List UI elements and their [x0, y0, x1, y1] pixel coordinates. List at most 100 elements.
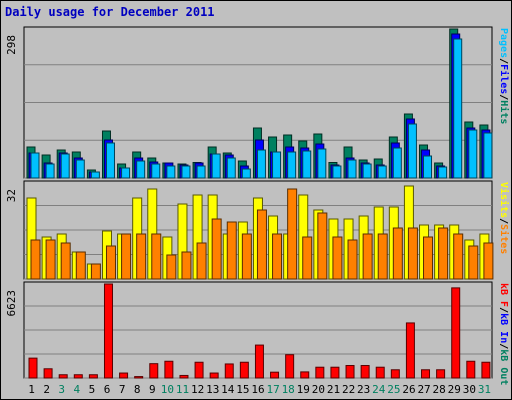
- bar-kb-f-day-7: [119, 372, 129, 379]
- x-tick-label-day-20: 20: [312, 383, 325, 396]
- bar-kb-f-day-28: [436, 369, 446, 379]
- x-tick-label-day-15: 15: [236, 383, 249, 396]
- bar-kb-f-day-24: [375, 366, 385, 379]
- x-tick-label-day-16: 16: [251, 383, 264, 396]
- bar-pages-day-28: [438, 166, 448, 179]
- bar-sites-day-21: [332, 236, 343, 280]
- bar-pages-day-8: [136, 160, 146, 179]
- bar-sites-day-31: [483, 242, 494, 280]
- bar-sites-day-30: [468, 245, 479, 280]
- bar-kb-f-day-15: [239, 361, 249, 379]
- bar-kb-f-day-3: [58, 374, 68, 379]
- bar-sites-day-8: [136, 233, 147, 280]
- panel-3-y-max-label: 6623: [5, 290, 18, 317]
- bar-pages-day-2: [45, 163, 55, 179]
- panel-3-legend: kB F/kB In/kB Out: [498, 283, 509, 385]
- x-tick-label-day-23: 23: [357, 383, 370, 396]
- bar-pages-day-11: [181, 165, 191, 179]
- x-tick-label-day-8: 8: [134, 383, 141, 396]
- bar-sites-day-24: [377, 233, 388, 280]
- bar-kb-f-day-22: [345, 365, 355, 379]
- bar-sites-day-6: [105, 245, 116, 280]
- bar-pages-day-27: [423, 155, 433, 179]
- bar-kb-f-day-21: [330, 366, 340, 379]
- legend-part: kB In: [498, 313, 509, 343]
- bar-pages-day-15: [241, 168, 251, 179]
- bar-sites-day-14: [226, 221, 237, 280]
- bar-kb-f-day-23: [360, 365, 370, 379]
- x-tick-label-day-19: 19: [297, 383, 310, 396]
- bar-pages-day-22: [347, 159, 357, 179]
- bar-pages-day-31: [483, 132, 493, 179]
- x-tick-label-day-28: 28: [433, 383, 446, 396]
- bar-kb-f-day-12: [194, 361, 204, 379]
- bar-pages-day-26: [407, 123, 417, 179]
- bar-kb-f-day-4: [73, 374, 83, 379]
- bar-pages-day-16: [256, 149, 266, 179]
- bar-kb-f-day-11: [179, 374, 189, 379]
- bar-pages-day-23: [362, 163, 372, 179]
- bar-kb-f-day-20: [315, 366, 325, 379]
- x-tick-label-day-18: 18: [282, 383, 295, 396]
- bar-kb-f-day-18: [285, 354, 295, 379]
- x-tick-label-day-7: 7: [119, 383, 126, 396]
- x-tick-label-day-2: 2: [43, 383, 50, 396]
- bar-sites-day-7: [121, 233, 132, 280]
- bar-kb-f-day-26: [405, 322, 415, 379]
- bar-pages-day-29: [453, 38, 463, 179]
- x-tick-label-day-5: 5: [89, 383, 96, 396]
- panel-1-legend: Pages/Files/Hits: [498, 28, 510, 124]
- legend-part: Visits: [498, 182, 510, 218]
- bar-pages-day-7: [121, 167, 131, 179]
- x-tick-label-day-31: 31: [478, 383, 491, 396]
- panel-2-legend: Visits/Sites: [498, 182, 510, 254]
- x-tick-label-day-21: 21: [327, 383, 340, 396]
- bar-kb-f-day-30: [466, 360, 476, 379]
- bar-sites-day-12: [196, 242, 207, 280]
- bar-sites-day-28: [438, 227, 449, 280]
- bar-sites-day-16: [256, 209, 267, 280]
- x-tick-label-day-30: 30: [463, 383, 476, 396]
- bar-sites-day-2: [45, 239, 56, 280]
- x-tick-label-day-26: 26: [402, 383, 415, 396]
- x-tick-label-day-1: 1: [28, 383, 35, 396]
- bar-kb-f-day-14: [224, 363, 234, 379]
- panel-1-y-max-label: 298: [5, 35, 18, 55]
- chart-title: Daily usage for December 2011: [5, 5, 215, 19]
- bar-sites-day-3: [60, 242, 71, 280]
- bar-kb-f-day-13: [209, 372, 219, 379]
- bar-kb-f-day-27: [421, 369, 431, 379]
- bar-sites-day-11: [181, 251, 192, 280]
- x-tick-label-day-27: 27: [417, 383, 430, 396]
- bar-kb-f-day-2: [43, 368, 53, 379]
- bar-sites-day-29: [453, 233, 464, 280]
- bar-kb-f-day-10: [164, 360, 174, 379]
- x-tick-label-day-9: 9: [149, 383, 156, 396]
- legend-part: /: [498, 58, 509, 64]
- bar-sites-day-25: [392, 227, 403, 280]
- bar-pages-day-24: [377, 165, 387, 179]
- bar-pages-day-30: [468, 129, 478, 179]
- bar-kb-f-day-17: [270, 371, 280, 379]
- bar-kb-f-day-1: [28, 357, 38, 379]
- bar-kb-f-day-9: [149, 363, 159, 379]
- x-tick-label-day-14: 14: [221, 383, 235, 396]
- legend-part: Sites: [498, 224, 510, 254]
- bar-sites-day-26: [407, 227, 418, 280]
- bar-kb-f-day-6: [103, 283, 113, 379]
- x-tick-label-day-3: 3: [58, 383, 65, 396]
- x-tick-label-day-6: 6: [104, 383, 111, 396]
- bar-pages-day-4: [75, 159, 85, 179]
- bar-kb-f-day-5: [88, 374, 98, 379]
- x-tick-label-day-25: 25: [387, 383, 400, 396]
- x-tick-label-day-12: 12: [191, 383, 204, 396]
- panel-2-y-max-label: 32: [5, 189, 18, 202]
- bar-sites-day-22: [347, 239, 358, 280]
- bar-sites-day-17: [272, 233, 283, 280]
- bar-kb-f-day-31: [481, 361, 491, 379]
- bar-pages-day-1: [30, 152, 40, 179]
- bar-sites-day-10: [166, 254, 177, 280]
- bar-pages-day-18: [287, 151, 297, 179]
- x-tick-label-day-11: 11: [176, 383, 189, 396]
